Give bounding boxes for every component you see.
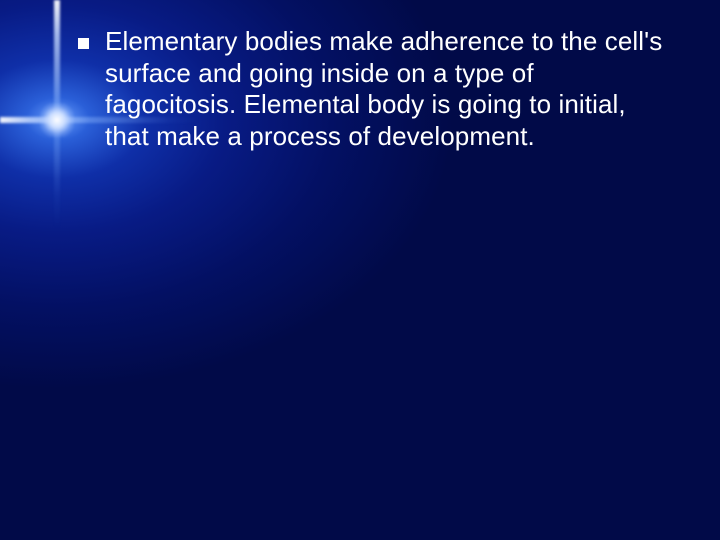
bullet-item: Elementary bodies make adherence to the … <box>78 26 668 153</box>
bullet-square-icon <box>78 38 89 49</box>
lens-flare-core <box>40 103 74 137</box>
slide: Elementary bodies make adherence to the … <box>0 0 720 540</box>
content-area: Elementary bodies make adherence to the … <box>78 26 668 153</box>
body-text: Elementary bodies make adherence to the … <box>105 26 668 153</box>
